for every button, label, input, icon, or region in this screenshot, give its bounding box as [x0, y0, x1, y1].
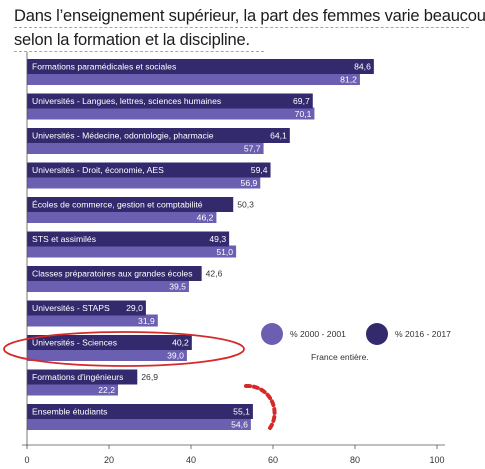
- category-label-2: Universités - Médecine, odontologie, pha…: [32, 131, 214, 141]
- value-label-2000-2001-0: 81,2: [340, 75, 357, 85]
- chart-title-line1: Dans l’enseignement supérieur, la part d…: [14, 7, 485, 25]
- legend-label-2016-2017: % 2016 - 2017: [395, 329, 451, 339]
- bar-2000-2001-1: [27, 107, 315, 120]
- bar-2016-2017-6: [27, 266, 202, 281]
- value-label-2000-2001-4: 46,2: [197, 213, 214, 223]
- category-label-3: Universités - Droit, économie, AES: [32, 165, 164, 175]
- bar-2000-2001-8: [27, 349, 187, 361]
- bar-2016-2017-10: [27, 404, 253, 419]
- highlight-ellipse: [3, 331, 245, 367]
- x-tick-label-2: 40: [186, 455, 196, 465]
- value-label-2016-2017-1: 69,7: [293, 96, 310, 106]
- category-label-4: Écoles de commerce, gestion et comptabil…: [32, 200, 203, 210]
- value-label-2000-2001-10: 54,6: [231, 420, 248, 430]
- value-label-2016-2017-10: 55,1: [233, 407, 250, 417]
- category-label-10: Ensemble étudiants: [32, 407, 107, 417]
- value-label-2016-2017-2: 64,1: [270, 131, 287, 141]
- legend-note: France entière.: [311, 352, 369, 362]
- value-label-2016-2017-8: 40,2: [172, 338, 189, 348]
- category-label-5: STS et assimilés: [32, 234, 96, 244]
- bar-2000-2001-3: [27, 176, 261, 189]
- legend-swatch-2016-2017: [366, 323, 388, 345]
- bar-2016-2017-5: [27, 231, 230, 247]
- bar-2000-2001-0: [27, 73, 360, 85]
- bar-2000-2001-9: [27, 383, 119, 396]
- category-label-6: Classes préparatoires aux grandes écoles: [32, 269, 193, 279]
- value-label-2000-2001-7: 31,9: [138, 316, 155, 326]
- category-label-9: Formations d'ingénieurs: [32, 372, 123, 382]
- value-label-2016-2017-4: 50,3: [237, 200, 254, 210]
- x-tick-label-3: 60: [268, 455, 278, 465]
- title-underline-2: [14, 51, 264, 52]
- x-tick-label-1: 20: [104, 455, 114, 465]
- value-label-2016-2017-6: 42,6: [206, 269, 223, 279]
- value-label-2000-2001-1: 70,1: [295, 109, 312, 119]
- bar-2016-2017-3: [27, 162, 271, 178]
- category-label-1: Universités - Langues, lettres, sciences…: [32, 96, 221, 106]
- bar-2016-2017-9: [27, 369, 138, 385]
- bar-2000-2001-4: [27, 211, 217, 223]
- category-label-7: Universités - STAPS: [32, 303, 110, 313]
- category-label-8: Universités - Sciences: [32, 338, 117, 348]
- bar-2000-2001-6: [27, 280, 189, 292]
- bar-2000-2001-10: [27, 418, 251, 430]
- title-underline-1: [14, 27, 469, 28]
- value-label-2000-2001-2: 57,7: [244, 144, 261, 154]
- x-tick-label-4: 80: [350, 455, 360, 465]
- bar-2016-2017-2: [27, 128, 290, 143]
- value-label-2016-2017-7: 29,0: [126, 303, 143, 313]
- bar-2016-2017-1: [27, 93, 313, 109]
- legend-label-2000-2001: % 2000 - 2001: [290, 329, 346, 339]
- x-tick-label-5: 100: [429, 455, 444, 465]
- value-label-2016-2017-3: 59,4: [251, 165, 268, 175]
- bar-2000-2001-2: [27, 142, 264, 154]
- highlight-arc: [244, 383, 277, 430]
- bar-2000-2001-7: [27, 314, 158, 327]
- legend-swatch-2000-2001: [261, 323, 283, 345]
- value-label-2000-2001-3: 56,9: [241, 178, 258, 188]
- bar-2016-2017-4: [27, 197, 234, 212]
- value-label-2016-2017-0: 84,6: [354, 62, 371, 72]
- value-label-2000-2001-5: 51,0: [216, 247, 233, 257]
- chart-title-line2: selon la formation et la discipline.: [14, 31, 250, 49]
- value-label-2000-2001-6: 39,5: [169, 282, 186, 292]
- value-label-2000-2001-8: 39,0: [167, 351, 184, 361]
- value-label-2000-2001-9: 22,2: [98, 385, 115, 395]
- bar-2000-2001-5: [27, 245, 237, 258]
- value-label-2016-2017-5: 49,3: [209, 234, 226, 244]
- value-label-2016-2017-9: 26,9: [141, 372, 158, 382]
- bar-2016-2017-7: [27, 300, 146, 316]
- bar-2016-2017-8: [27, 335, 192, 350]
- bar-2016-2017-0: [27, 59, 374, 74]
- x-tick-label-0: 0: [24, 455, 29, 465]
- category-label-0: Formations paramédicales et sociales: [32, 62, 176, 72]
